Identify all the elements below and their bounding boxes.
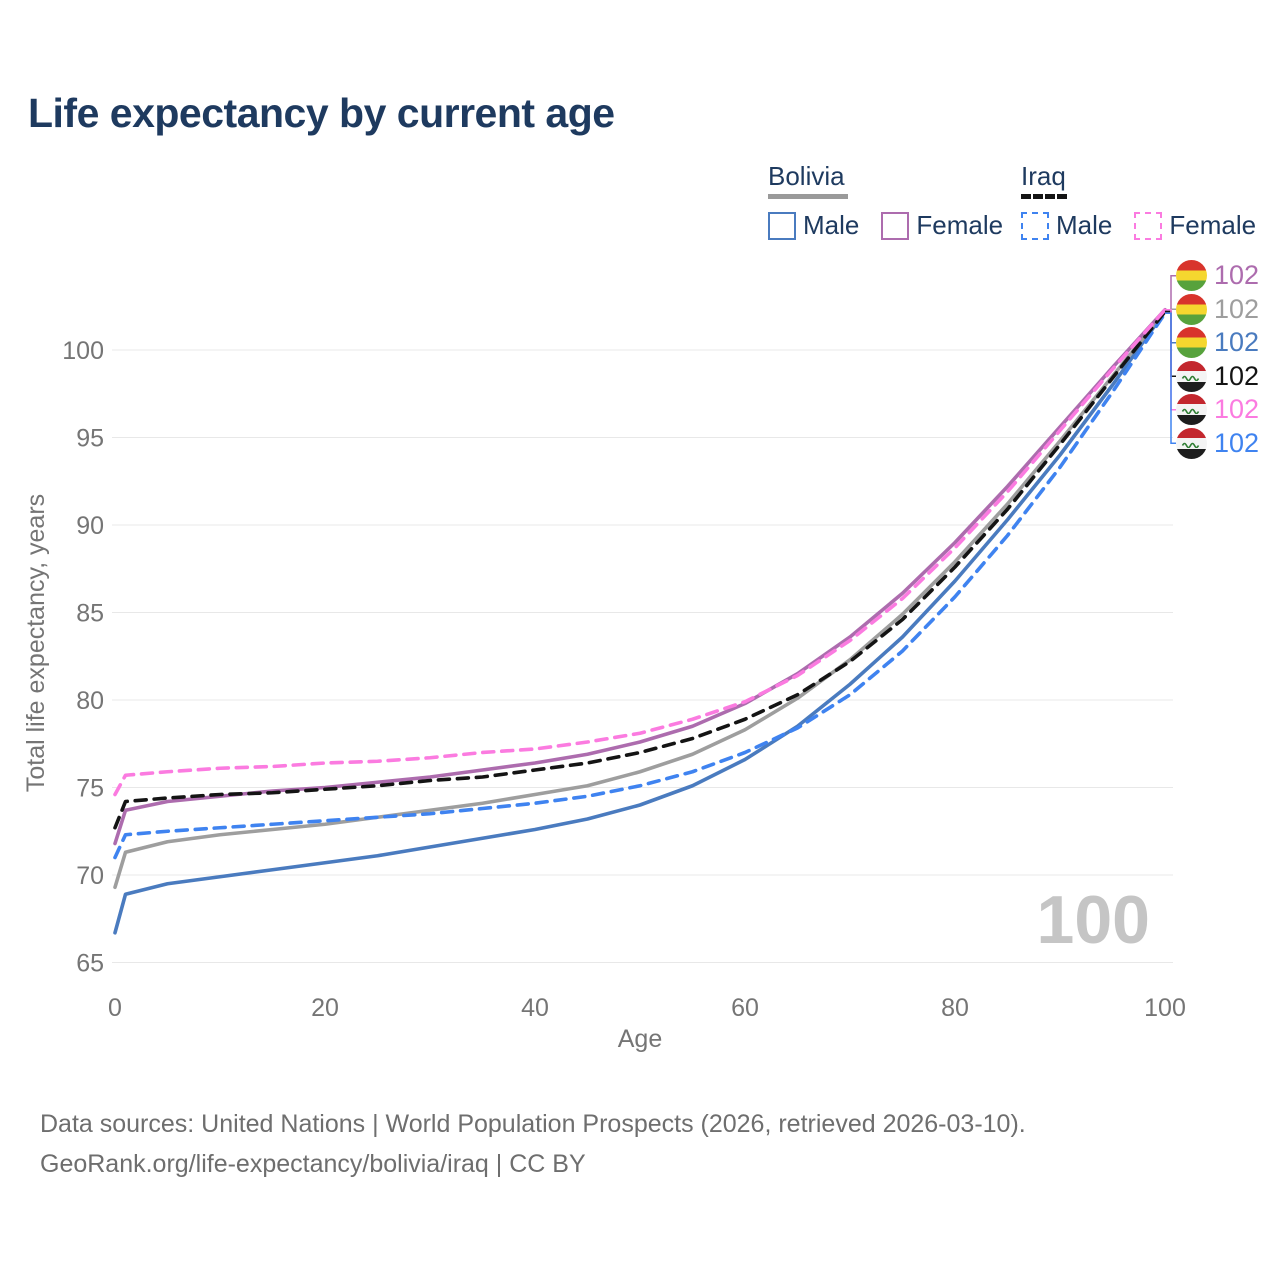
series-line-bolivia-female[interactable] (113, 307, 1167, 846)
end-value: 102 (1214, 427, 1260, 458)
iraq-flag-icon (1176, 427, 1207, 459)
legend-item-label: Female (1169, 210, 1257, 240)
end-row-iraq-male: 102 (1176, 427, 1259, 461)
y-tick-label: 75 (76, 775, 104, 803)
y-tick-label: 70 (76, 862, 104, 890)
y-tick-label: 90 (76, 512, 104, 540)
legend-item-iraq-male[interactable]: Male (1021, 210, 1112, 241)
x-tick-labels: 0 20 40 60 80 100 (108, 994, 1186, 1022)
swatch-bolivia-female-icon[interactable] (881, 211, 910, 240)
x-tick-label: 20 (311, 994, 339, 1022)
legend-rule-bolivia (768, 194, 848, 199)
series-line-bolivia-male[interactable] (113, 309, 1167, 935)
series-line-bolivia-combined[interactable] (113, 309, 1167, 890)
end-row-iraq-female: 102 (1176, 393, 1259, 427)
iraq-flag-script-icon (1181, 375, 1200, 381)
end-row-bolivia-female: 102 (1176, 259, 1259, 293)
age-frame-watermark: 100 (1037, 882, 1150, 958)
end-value: 102 (1214, 260, 1260, 291)
y-axis-title: Total life expectancy, years (22, 494, 50, 792)
y-tick-label: 95 (76, 425, 104, 453)
series-line-iraq-male[interactable] (113, 311, 1167, 860)
bolivia-flag-icon (1176, 260, 1207, 292)
iraq-flag-icon (1176, 360, 1207, 392)
end-row-bolivia-male: 102 (1176, 326, 1259, 360)
swatch-bolivia-male-icon[interactable] (768, 211, 796, 240)
end-value: 102 (1214, 360, 1260, 391)
swatch-iraq-male-icon[interactable] (1021, 211, 1049, 240)
end-value: 102 (1214, 327, 1260, 358)
x-tick-label: 0 (108, 994, 122, 1022)
series-line-iraq-combined[interactable] (113, 309, 1167, 830)
legend-item-label: Male (803, 210, 860, 240)
end-row-bolivia-combined: 102 (1176, 293, 1259, 327)
y-tick-label: 65 (76, 950, 104, 978)
legend-header-bolivia: Bolivia (768, 161, 845, 191)
gridlines (112, 349, 1173, 963)
bolivia-flag-icon (1176, 293, 1207, 325)
legend-items-iraq: Male Female (1021, 210, 1278, 241)
series-line-iraq-female[interactable] (113, 307, 1167, 797)
legend-item-label: Male (1056, 210, 1113, 240)
x-tick-label: 80 (941, 994, 969, 1022)
end-value: 102 (1214, 394, 1260, 425)
iraq-flag-icon (1176, 394, 1207, 426)
end-value: 102 (1214, 293, 1260, 324)
swatch-iraq-female-icon[interactable] (1134, 211, 1163, 240)
y-tick-label: 80 (76, 687, 104, 715)
legend-header-iraq: Iraq (1021, 161, 1066, 191)
page-title: Life expectancy by current age (28, 90, 615, 136)
legend-group-bolivia: Bolivia Male Female (768, 161, 1025, 241)
end-label-connector (1165, 275, 1176, 311)
x-tick-label: 100 (1144, 994, 1186, 1022)
footer: Data sources: United Nations | World Pop… (40, 1104, 1026, 1184)
end-labels: 102 102 102 102 102 102 (1176, 259, 1259, 460)
iraq-flag-script-icon (1181, 442, 1200, 448)
legend-item-iraq-female[interactable]: Female (1134, 210, 1256, 241)
footer-attribution-line: GeoRank.org/life-expectancy/bolivia/iraq… (40, 1150, 586, 1178)
x-tick-label: 40 (521, 994, 549, 1022)
bolivia-flag-icon (1176, 327, 1207, 359)
footer-sources-line: Data sources: United Nations | World Pop… (40, 1110, 1026, 1138)
legend-rule-iraq (1021, 194, 1067, 199)
iraq-flag-script-icon (1181, 408, 1200, 415)
x-axis-title: Age (618, 1025, 662, 1053)
x-tick-label: 60 (731, 994, 759, 1022)
end-label-connectors (1165, 275, 1176, 445)
y-tick-label: 85 (76, 600, 104, 628)
end-row-iraq-combined: 102 (1176, 360, 1259, 394)
legend-item-bolivia-female[interactable]: Female (881, 210, 1003, 241)
legend-items-bolivia: Male Female (768, 210, 1025, 241)
y-tick-label: 100 (62, 337, 104, 365)
legend-item-label: Female (916, 210, 1004, 240)
series-lines (113, 307, 1167, 935)
y-tick-labels: 65 70 75 80 85 90 95 100 (62, 337, 104, 978)
end-label-connector (1165, 312, 1176, 445)
legend-group-iraq: Iraq Male Female (1021, 161, 1278, 241)
legend-item-bolivia-male[interactable]: Male (768, 210, 859, 241)
